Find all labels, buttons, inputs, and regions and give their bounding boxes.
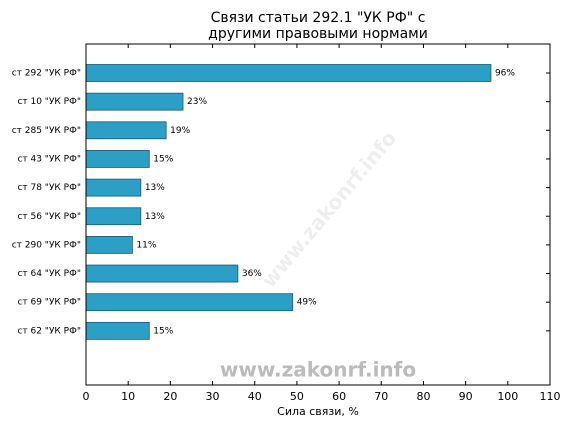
chart-title: другими правовыми нормами	[208, 26, 428, 42]
y-tick-label: ст 78 "УК РФ"	[17, 183, 81, 193]
y-tick-label: ст 292 "УК РФ"	[12, 69, 81, 79]
bar	[85, 121, 167, 140]
bar	[85, 92, 184, 111]
bar	[85, 264, 239, 283]
plot-frame	[85, 43, 551, 386]
x-axis-label: Сила связи, %	[277, 405, 359, 418]
x-tick-label: 30	[206, 390, 220, 403]
value-label: 15%	[153, 326, 173, 336]
value-label: 23%	[187, 97, 207, 107]
y-tick-label: ст 10 "УК РФ"	[17, 97, 81, 107]
y-tick-label: ст 290 "УК РФ"	[12, 240, 81, 250]
value-label: 19%	[170, 126, 190, 136]
bar	[85, 150, 150, 168]
bar	[85, 178, 142, 197]
bar	[85, 235, 133, 254]
watermark: www.zakonrf.info	[220, 358, 416, 382]
watermark: www.zakonrf.info	[257, 126, 402, 292]
value-label: 13%	[145, 183, 165, 193]
y-tick-label: ст 56 "УК РФ"	[17, 212, 81, 222]
x-tick-label: 10	[121, 390, 135, 403]
x-tick-label: 50	[290, 390, 304, 403]
y-tick-label: ст 285 "УК РФ"	[12, 126, 81, 136]
bar	[85, 207, 142, 226]
value-label: 96%	[495, 69, 515, 79]
x-tick-label: 100	[497, 390, 518, 403]
x-tick-label: 40	[248, 390, 262, 403]
bar	[85, 321, 150, 340]
x-tick-label: 60	[332, 390, 346, 403]
x-tick-label: 0	[83, 390, 90, 403]
y-tick-label: ст 64 "УК РФ"	[17, 269, 81, 279]
value-label: 13%	[145, 212, 165, 222]
bar	[85, 64, 492, 82]
x-tick-label: 20	[163, 390, 177, 403]
value-label: 36%	[242, 269, 262, 279]
y-tick-label: ст 62 "УК РФ"	[17, 326, 81, 336]
x-tick-label: 110	[540, 390, 561, 403]
value-label: 11%	[136, 240, 156, 250]
x-tick-label: 90	[459, 390, 473, 403]
value-label: 49%	[297, 298, 317, 308]
x-tick-label: 70	[374, 390, 388, 403]
y-tick-label: ст 43 "УК РФ"	[17, 154, 81, 164]
bar	[85, 293, 294, 312]
value-label: 15%	[153, 154, 173, 164]
x-tick-label: 80	[416, 390, 430, 403]
y-tick-label: ст 69 "УК РФ"	[17, 298, 81, 308]
chart-title: Связи статьи 292.1 "УК РФ" с	[211, 10, 426, 26]
